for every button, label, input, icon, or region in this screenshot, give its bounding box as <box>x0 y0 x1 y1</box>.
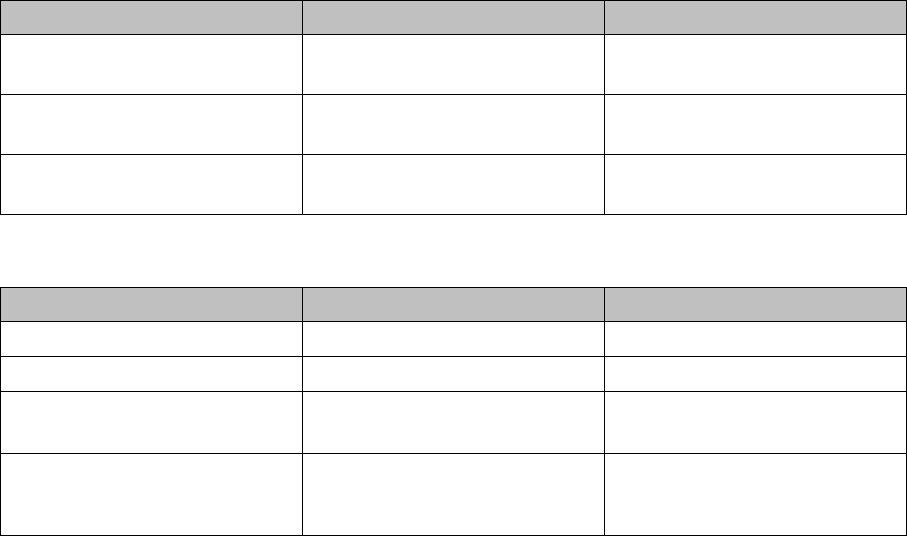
table-cell <box>604 453 907 536</box>
table-cell <box>0 356 303 392</box>
header-cell <box>302 0 605 35</box>
table-cell <box>604 356 907 392</box>
table-row <box>0 356 907 392</box>
table-cell <box>302 391 605 454</box>
table-cell <box>604 94 907 155</box>
table-2 <box>0 287 907 536</box>
table-cell <box>604 154 907 215</box>
header-cell <box>604 287 907 322</box>
table-header-row <box>0 0 907 35</box>
table-cell <box>302 154 605 215</box>
header-cell <box>0 0 303 35</box>
table-cell <box>604 391 907 454</box>
table-cell <box>302 453 605 536</box>
table-row <box>0 321 907 357</box>
table-row <box>0 94 907 155</box>
table-row <box>0 154 907 215</box>
table-header-row <box>0 287 907 322</box>
table-cell <box>302 34 605 95</box>
table-cell <box>302 356 605 392</box>
table-row <box>0 391 907 454</box>
table-cell <box>0 391 303 454</box>
table-row <box>0 453 907 536</box>
header-cell <box>604 0 907 35</box>
table-cell <box>302 94 605 155</box>
table-cell <box>604 321 907 357</box>
header-cell <box>302 287 605 322</box>
table-cell <box>302 321 605 357</box>
table-1 <box>0 0 907 215</box>
header-cell <box>0 287 303 322</box>
table-cell <box>0 453 303 536</box>
table-row <box>0 34 907 95</box>
table-cell <box>0 321 303 357</box>
table-cell <box>0 154 303 215</box>
table-cell <box>604 34 907 95</box>
table-cell <box>0 34 303 95</box>
table-cell <box>0 94 303 155</box>
